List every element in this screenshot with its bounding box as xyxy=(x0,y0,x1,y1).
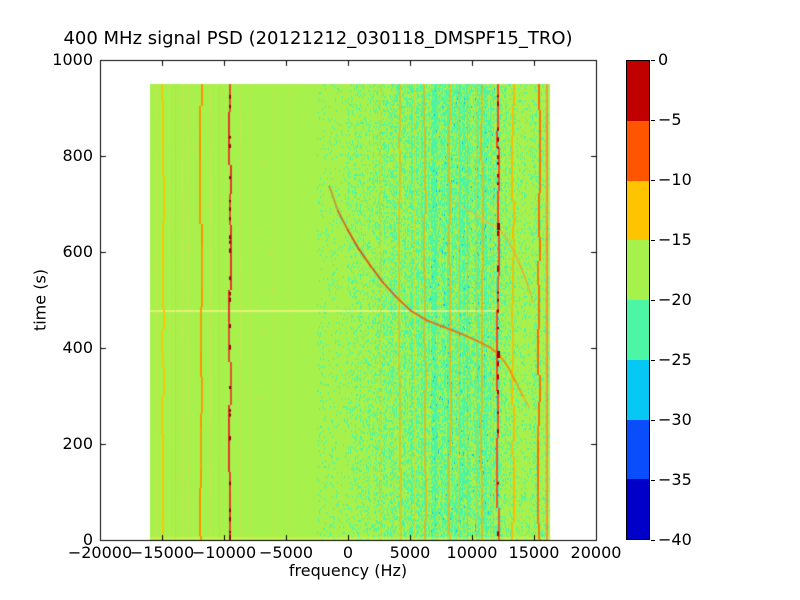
colorbar-segment xyxy=(627,479,649,539)
colorbar-segment xyxy=(627,359,649,420)
colorbar-segment xyxy=(627,180,649,241)
colorbar-segment xyxy=(627,120,649,181)
colorbar-tick-label: −20 xyxy=(658,290,692,309)
y-tick-label: 400 xyxy=(62,338,93,357)
x-tick-label: −10000 xyxy=(191,543,257,562)
y-tick-label: 200 xyxy=(62,434,93,453)
x-tick-label: 10000 xyxy=(446,543,498,562)
colorbar-tick-mark xyxy=(651,180,655,181)
x-tick-label: 15000 xyxy=(508,543,560,562)
colorbar-segment xyxy=(627,240,649,300)
x-axis-label: frequency (Hz) xyxy=(288,561,408,580)
colorbar-tick-mark xyxy=(651,360,655,361)
colorbar-tick-mark xyxy=(651,240,655,241)
colorbar-tick-label: −30 xyxy=(658,410,692,429)
colorbar-segment xyxy=(627,419,649,480)
colorbar-tick-label: −25 xyxy=(658,350,692,369)
colorbar-tick-label: −10 xyxy=(658,170,692,189)
colorbar-tick-mark xyxy=(651,480,655,481)
colorbar-tick-label: −40 xyxy=(658,530,692,549)
colorbar-tick-label: −15 xyxy=(658,230,692,249)
x-tick-label: 20000 xyxy=(570,543,622,562)
colorbar xyxy=(626,60,650,540)
colorbar-tick-label: −5 xyxy=(658,110,682,129)
y-tick-label: 1000 xyxy=(52,50,93,69)
colorbar-tick-mark xyxy=(651,60,655,61)
colorbar-tick-mark xyxy=(651,420,655,421)
colorbar-tick-mark xyxy=(651,540,655,541)
x-tick-label: 0 xyxy=(342,543,354,562)
colorbar-tick-mark xyxy=(651,300,655,301)
y-tick-label: 0 xyxy=(82,530,93,549)
plot-title: 400 MHz signal PSD (20121212_030118_DMSP… xyxy=(63,28,573,49)
colorbar-tick-label: 0 xyxy=(658,50,669,69)
y-tick-label: 800 xyxy=(62,146,93,165)
x-tick-label: −20000 xyxy=(67,543,133,562)
colorbar-segment xyxy=(627,300,649,360)
colorbar-tick-label: −35 xyxy=(658,470,692,489)
y-axis-label: time (s) xyxy=(30,268,50,332)
x-tick-label: −15000 xyxy=(129,543,195,562)
y-tick-label: 600 xyxy=(62,242,93,261)
colorbar-segment xyxy=(627,61,649,121)
colorbar-tick-mark xyxy=(651,120,655,121)
x-tick-label: −5000 xyxy=(258,543,314,562)
x-tick-label: 5000 xyxy=(389,543,431,562)
